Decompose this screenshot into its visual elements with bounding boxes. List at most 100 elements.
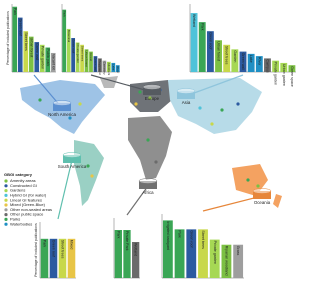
legend-label: Other non-sealed areas	[10, 207, 52, 212]
bar	[132, 242, 140, 278]
bar	[49, 238, 58, 278]
bar	[80, 44, 84, 72]
bar	[114, 230, 122, 278]
bar-category-label: Park	[116, 231, 120, 239]
continent-africa	[128, 116, 172, 180]
bar-category-label: River	[257, 57, 261, 66]
legend-dot	[4, 193, 8, 197]
bar	[239, 51, 247, 72]
region-cylinder	[63, 155, 81, 163]
site-dot	[256, 184, 260, 188]
site-dot	[38, 98, 42, 102]
region-cylinder-top	[252, 188, 272, 194]
legend-dot	[4, 208, 8, 212]
legend-label: Waterbodies	[10, 221, 32, 226]
arrow	[126, 185, 149, 216]
bar-category-label: Urban forest	[85, 50, 89, 67]
continent-asia	[168, 78, 262, 134]
region-cylinder	[139, 181, 157, 189]
legend-dot	[4, 217, 8, 221]
bar-category-label: Wetland	[134, 243, 138, 256]
region-label: Oceania	[254, 200, 271, 205]
bar-category-label: Wetland	[192, 14, 196, 27]
region-cylinder	[253, 191, 271, 199]
bar	[12, 6, 18, 72]
bar	[67, 238, 76, 278]
bar-category-label: Green roof	[189, 230, 193, 247]
region-label: Africa	[142, 190, 154, 195]
y-axis-label: Percentage of included publications	[6, 11, 10, 65]
site-dot	[86, 164, 90, 168]
legend-label: Amenity areas	[10, 178, 36, 183]
site-dot	[246, 178, 250, 182]
bar	[198, 229, 208, 278]
legend-label: Constructed GI	[10, 183, 37, 188]
bar	[221, 244, 232, 278]
bar-category-label: Green roof	[18, 19, 22, 36]
bar	[190, 13, 198, 73]
site-dot	[138, 90, 142, 94]
bar	[233, 244, 244, 278]
bar-category-label: Park	[43, 240, 47, 248]
bar-category-label: Urban forest	[29, 38, 33, 58]
bar	[186, 229, 197, 278]
legend-label: Gardens	[10, 188, 25, 193]
bar	[215, 40, 222, 72]
bar-category-label: Park	[178, 230, 182, 238]
site-dot	[154, 160, 158, 164]
world-map	[20, 76, 282, 208]
bar	[84, 49, 89, 72]
bar	[89, 51, 93, 72]
bar	[209, 239, 220, 278]
bar-category-label: Campus	[266, 59, 270, 73]
bar	[102, 60, 107, 72]
bar-category-label: Green wall	[94, 57, 98, 72]
bar-category-label: Private garden	[76, 44, 80, 64]
continent-new-zealand	[273, 194, 282, 208]
bar	[39, 44, 45, 72]
bar	[255, 56, 263, 72]
bar-category-label: Green space	[290, 66, 294, 87]
site-dot	[236, 102, 240, 106]
bar-category-label: Cemetery	[103, 62, 107, 75]
bar-category-label: Urban garden	[282, 64, 286, 86]
region-cylinder-top	[138, 178, 158, 184]
bar-category-label: Allotment	[107, 63, 111, 76]
bar-category-label: Green wall	[35, 43, 39, 60]
bar	[288, 65, 296, 72]
bar	[162, 220, 173, 278]
bar	[58, 238, 67, 278]
bar-category-label: Street trees	[80, 46, 84, 62]
bar-category-label: Grass	[236, 246, 240, 256]
bar	[206, 31, 214, 72]
bar-category-label: Irrigated backyard	[166, 221, 170, 250]
bar	[17, 17, 23, 73]
bar-category-label: Green roof	[52, 240, 56, 257]
bar	[71, 38, 76, 72]
bar-category-label: River	[116, 66, 120, 73]
bar	[34, 42, 40, 72]
legend-dot	[4, 189, 8, 193]
bar-category-label: Public park	[46, 49, 50, 67]
region-label: South America	[58, 164, 87, 169]
y-axis-label: Percentage of included publications	[34, 223, 38, 277]
legend-label: Mixed (Green-Blue)	[10, 202, 46, 207]
bar-category-label: Playground	[98, 59, 102, 74]
site-dot	[78, 102, 82, 106]
bar-category-label: Private garden	[274, 62, 278, 85]
bar-category-label: Lake	[112, 64, 116, 71]
bar-chart: Park Private Park Wetland Africa	[113, 178, 158, 279]
region-label: North America	[48, 112, 76, 117]
legend-label: Hybrid GI (for water)	[10, 192, 47, 197]
bar	[264, 58, 271, 72]
legend-dot	[4, 184, 8, 188]
bar	[223, 44, 231, 72]
region-cylinder-top	[176, 88, 196, 94]
bar	[198, 22, 206, 73]
region-cylinder	[143, 87, 161, 95]
region-label: Europe	[145, 96, 160, 101]
